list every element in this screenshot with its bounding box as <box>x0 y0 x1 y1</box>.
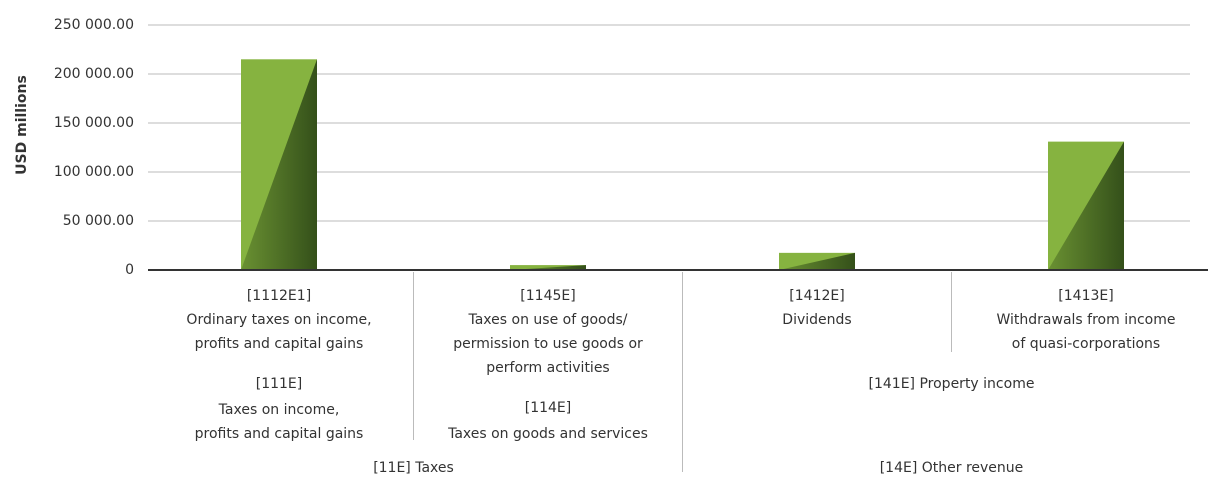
group-code: [114E] <box>525 400 572 416</box>
category-label: of quasi-corporations <box>1012 336 1160 352</box>
category-code: [1413E] <box>1058 288 1113 304</box>
category-label: profits and capital gains <box>195 336 364 352</box>
bar-shade <box>1048 141 1124 270</box>
group-label: profits and capital gains <box>195 426 364 442</box>
supergroup-label: [14E] Other revenue <box>880 460 1024 476</box>
category-label: Taxes on use of goods/ <box>467 312 627 328</box>
category-code: [1112E1] <box>247 288 311 304</box>
bar-shade <box>779 252 855 270</box>
category-label: Dividends <box>782 312 851 328</box>
category-label: Withdrawals from income <box>997 312 1176 328</box>
group-code: [111E] <box>256 376 303 392</box>
category-label: permission to use goods or <box>453 336 643 352</box>
bar <box>510 265 586 270</box>
category-code: [1145E] <box>520 288 575 304</box>
group-label: [141E] Property income <box>869 376 1035 392</box>
category-label: perform activities <box>486 360 609 376</box>
supergroup-label: [11E] Taxes <box>373 460 454 476</box>
category-code: [1412E] <box>789 288 844 304</box>
y-tick-label: 250 000.00 <box>54 17 134 33</box>
group-label: Taxes on income, <box>218 402 340 418</box>
bar-shade <box>241 59 317 270</box>
y-tick-label: 50 000.00 <box>63 213 134 229</box>
bar-shade <box>510 265 586 270</box>
y-tick-label: 100 000.00 <box>54 164 134 180</box>
category-label: Ordinary taxes on income, <box>186 312 371 328</box>
y-tick-label: 200 000.00 <box>54 66 134 82</box>
y-tick-label: 0 <box>125 262 134 278</box>
y-axis-label: USD millions <box>14 75 30 175</box>
y-tick-label: 150 000.00 <box>54 115 134 131</box>
group-label: Taxes on goods and services <box>447 426 648 442</box>
